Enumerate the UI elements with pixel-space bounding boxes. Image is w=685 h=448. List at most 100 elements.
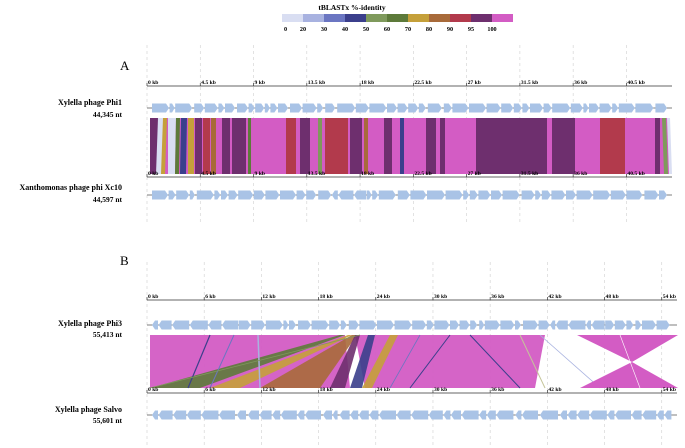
gene-arrow — [338, 190, 354, 200]
gene-arrow — [555, 320, 568, 330]
gene-arrow — [427, 103, 442, 113]
gene-arrow — [552, 103, 571, 113]
gene-arrow — [612, 103, 619, 113]
gene-arrow — [378, 190, 396, 200]
ruler-tick-label: 12 kb — [262, 387, 275, 393]
link-b-block — [150, 335, 345, 388]
gene-arrow — [434, 320, 450, 330]
gene-arrow — [348, 320, 359, 330]
gene-arrow — [535, 190, 542, 200]
gene-arrow — [196, 190, 214, 200]
genome-b-bottom-genes — [152, 410, 672, 420]
gene-arrow — [408, 103, 419, 113]
gene-arrow — [283, 320, 289, 330]
gene-arrow — [550, 320, 556, 330]
band-a-block — [364, 118, 368, 174]
ruler-tick-label: 13.5 kb — [308, 80, 325, 86]
gene-arrow — [255, 103, 265, 113]
gene-arrow — [486, 410, 496, 420]
gene-arrow — [655, 103, 667, 113]
band-a-block — [552, 118, 575, 174]
gene-arrow — [264, 103, 270, 113]
gene-arrow — [642, 320, 656, 330]
ruler-tick-label: 27 kb — [468, 171, 481, 177]
legend-label: 100 — [487, 26, 496, 33]
gene-arrow — [228, 190, 238, 200]
legend-label: 20 — [300, 26, 306, 33]
gene-arrow — [664, 410, 672, 420]
gene-arrow — [484, 320, 500, 330]
gene-arrow — [397, 190, 410, 200]
gene-arrow — [331, 190, 338, 200]
gene-arrow — [427, 190, 445, 200]
gene-arrow — [296, 190, 306, 200]
legend-title: tBLASTx %-identity — [318, 3, 386, 12]
gene-arrow — [355, 103, 369, 113]
gene-arrow — [237, 103, 248, 113]
gene-arrow — [551, 190, 566, 200]
band-a-block — [600, 118, 625, 174]
ruler-tick-label: 42 kb — [548, 294, 561, 300]
genome-b-top-genes — [152, 320, 670, 330]
ruler-tick-label: 0 kb — [148, 294, 158, 300]
gene-arrow — [443, 410, 451, 420]
link-b-block — [260, 335, 357, 388]
genome-b-top-length: 55,413 nt — [93, 330, 123, 339]
band-a-block — [300, 118, 310, 174]
link-b-line — [257, 334, 261, 389]
gene-arrow — [186, 410, 201, 420]
gene-arrow — [219, 410, 235, 420]
band-a-block — [232, 118, 246, 174]
gene-arrow — [570, 103, 583, 113]
panel-a-similarity-band — [150, 118, 672, 174]
gene-arrow — [289, 320, 296, 330]
genome-b-bottom-length: 55,601 nt — [93, 416, 123, 425]
band-a-block — [175, 118, 180, 174]
ruler-tick-label: 54 kb — [663, 294, 676, 300]
gene-arrow — [522, 410, 538, 420]
gene-arrow — [418, 103, 426, 113]
gene-arrow — [538, 320, 550, 330]
ruler-tick-label: 31.5 kb — [521, 171, 538, 177]
gene-arrow — [323, 410, 332, 420]
gene-arrow — [470, 320, 478, 330]
band-a-block — [476, 118, 547, 174]
gene-arrow — [169, 103, 175, 113]
band-a-block — [161, 118, 167, 174]
genome-b-bottom-name: Xylella phage Salvo — [55, 405, 122, 414]
link-b-inverted-3 — [577, 335, 678, 362]
gene-arrow — [259, 410, 272, 420]
legend-swatch — [366, 14, 387, 22]
gene-arrow — [541, 190, 551, 200]
gene-arrow — [189, 320, 208, 330]
legend-labels: 0 20 30 40 50 60 70 80 90 95 100 — [284, 26, 497, 33]
gene-arrow — [237, 410, 246, 420]
legend-swatch — [282, 14, 303, 22]
gene-arrow — [591, 320, 605, 330]
gene-arrow — [450, 320, 459, 330]
legend-swatch — [345, 14, 366, 22]
gene-arrow — [317, 103, 324, 113]
genome-b-top-name: Xylella phage Phi3 — [58, 319, 122, 328]
link-b-line — [469, 334, 521, 389]
ruler-tick-label: 36 kb — [574, 171, 587, 177]
panel-b-ruler-bottom-ticks: 0 kb 6 kb 12 kb 18 kb 24 kb 30 kb 36 kb 42 kb 48… — [146, 387, 676, 393]
genome-a-bottom-length: 44,597 nt — [93, 195, 123, 204]
gene-arrow — [270, 103, 278, 113]
ruler-tick-label: 31.5 kb — [521, 80, 538, 86]
gene-arrow — [500, 320, 515, 330]
ruler-tick-label: 24 kb — [377, 294, 390, 300]
gene-arrow — [372, 190, 379, 200]
gene-arrow — [359, 320, 377, 330]
gene-arrow — [610, 190, 626, 200]
legend-label: 40 — [342, 26, 348, 33]
gene-arrow — [411, 410, 429, 420]
gene-arrow — [523, 320, 538, 330]
gene-arrow — [586, 320, 591, 330]
gene-arrow — [152, 190, 168, 200]
gene-arrow — [158, 320, 172, 330]
link-b-line — [539, 334, 601, 389]
gene-arrow — [366, 190, 372, 200]
legend-label: 30 — [321, 26, 327, 33]
link-b-line — [519, 334, 546, 389]
